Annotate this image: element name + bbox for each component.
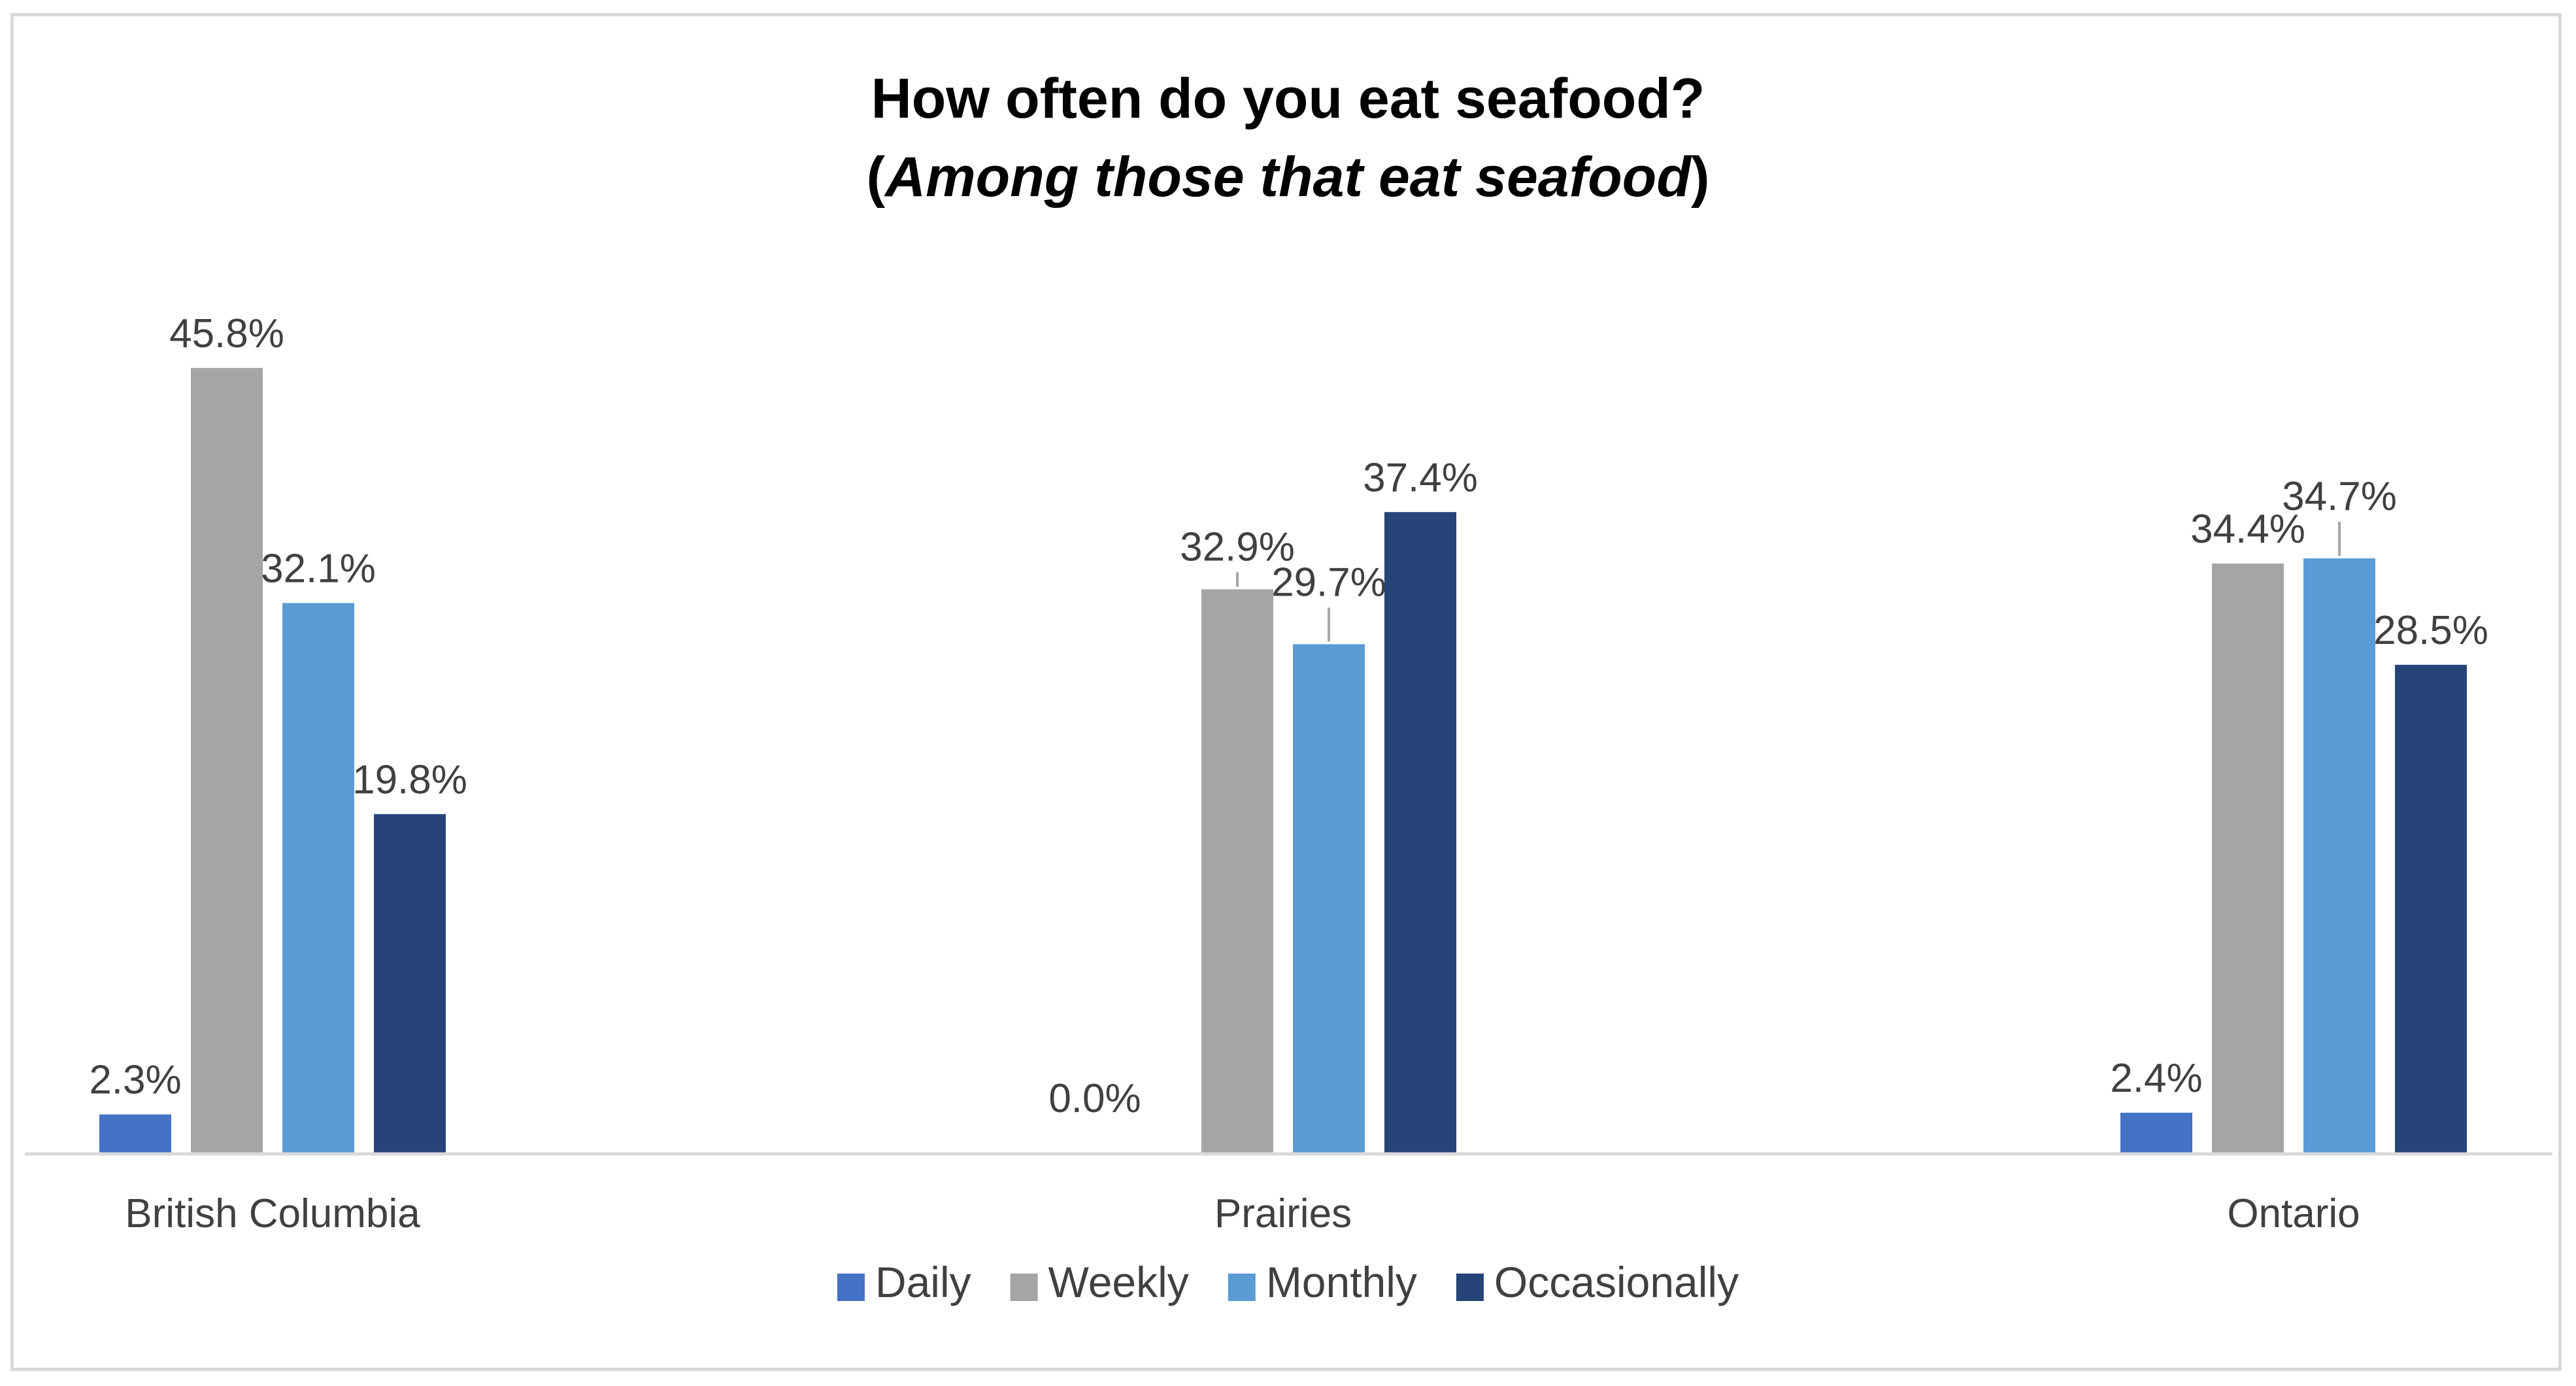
- bar-occasionally-prairies: [1384, 512, 1456, 1154]
- bars-layer: [99, 367, 2467, 1154]
- bar-weekly-prairies: [1201, 589, 1273, 1154]
- bar-monthly-british-columbia: [282, 603, 354, 1154]
- data-labels-layer: 2.3% 45.8% 32.1% 19.8% 0.0% 32.9%29.7% 37.4% 2.…: [89, 311, 2488, 1121]
- bar-daily-ontario: [2120, 1113, 2192, 1154]
- data-label: 34.4%: [2190, 507, 2305, 552]
- data-label: 28.5%: [2373, 608, 2488, 653]
- data-label: 19.8%: [352, 757, 467, 802]
- legend: Daily Weekly Monthly Occasionally: [837, 1258, 1739, 1306]
- data-label: 34.7%: [2282, 474, 2397, 519]
- legend-label-occasionally: Occasionally: [1494, 1258, 1739, 1306]
- data-label: 32.1%: [261, 546, 376, 591]
- category-label: British Columbia: [125, 1191, 420, 1236]
- bar-occasionally-ontario: [2395, 664, 2467, 1154]
- subtitle-open-paren: (: [866, 146, 886, 209]
- data-label: 2.4%: [2110, 1056, 2202, 1101]
- data-label: 37.4%: [1363, 455, 1478, 500]
- legend-swatch-monthly: [1228, 1274, 1256, 1301]
- legend-swatch-daily: [837, 1274, 865, 1301]
- data-label: 2.3%: [89, 1058, 181, 1103]
- data-label: 0.0%: [1048, 1076, 1141, 1121]
- legend-swatch-weekly: [1010, 1274, 1038, 1301]
- bar-monthly-prairies: [1293, 644, 1365, 1154]
- legend-label-daily: Daily: [875, 1258, 971, 1306]
- bar-weekly-ontario: [2212, 564, 2284, 1154]
- category-labels-layer: British ColumbiaPrairiesOntarioQuebecAtl…: [125, 1191, 2360, 1236]
- legend-swatch-occasionally: [1456, 1274, 1484, 1301]
- chart-subtitle: (Among those that eat seafood): [0, 149, 2576, 205]
- bar-monthly-ontario: [2303, 558, 2375, 1154]
- subtitle-close-paren: ): [1690, 146, 1710, 209]
- leader-lines-layer: [1236, 522, 2341, 642]
- data-label: 32.9%: [1180, 524, 1295, 569]
- bar-occasionally-british-columbia: [374, 814, 446, 1154]
- category-label: Prairies: [1214, 1191, 1352, 1236]
- category-label: Ontario: [2227, 1191, 2360, 1236]
- legend-label-monthly: Monthly: [1266, 1258, 1417, 1306]
- bar-daily-british-columbia: [99, 1114, 171, 1154]
- bar-weekly-british-columbia: [191, 367, 263, 1154]
- subtitle-italic: Among those that eat seafood: [885, 146, 1691, 209]
- chart-title: How often do you eat seafood?: [871, 67, 1705, 130]
- data-label: 45.8%: [169, 311, 284, 356]
- data-label: 29.7%: [1271, 560, 1386, 605]
- legend-label-weekly: Weekly: [1048, 1258, 1189, 1306]
